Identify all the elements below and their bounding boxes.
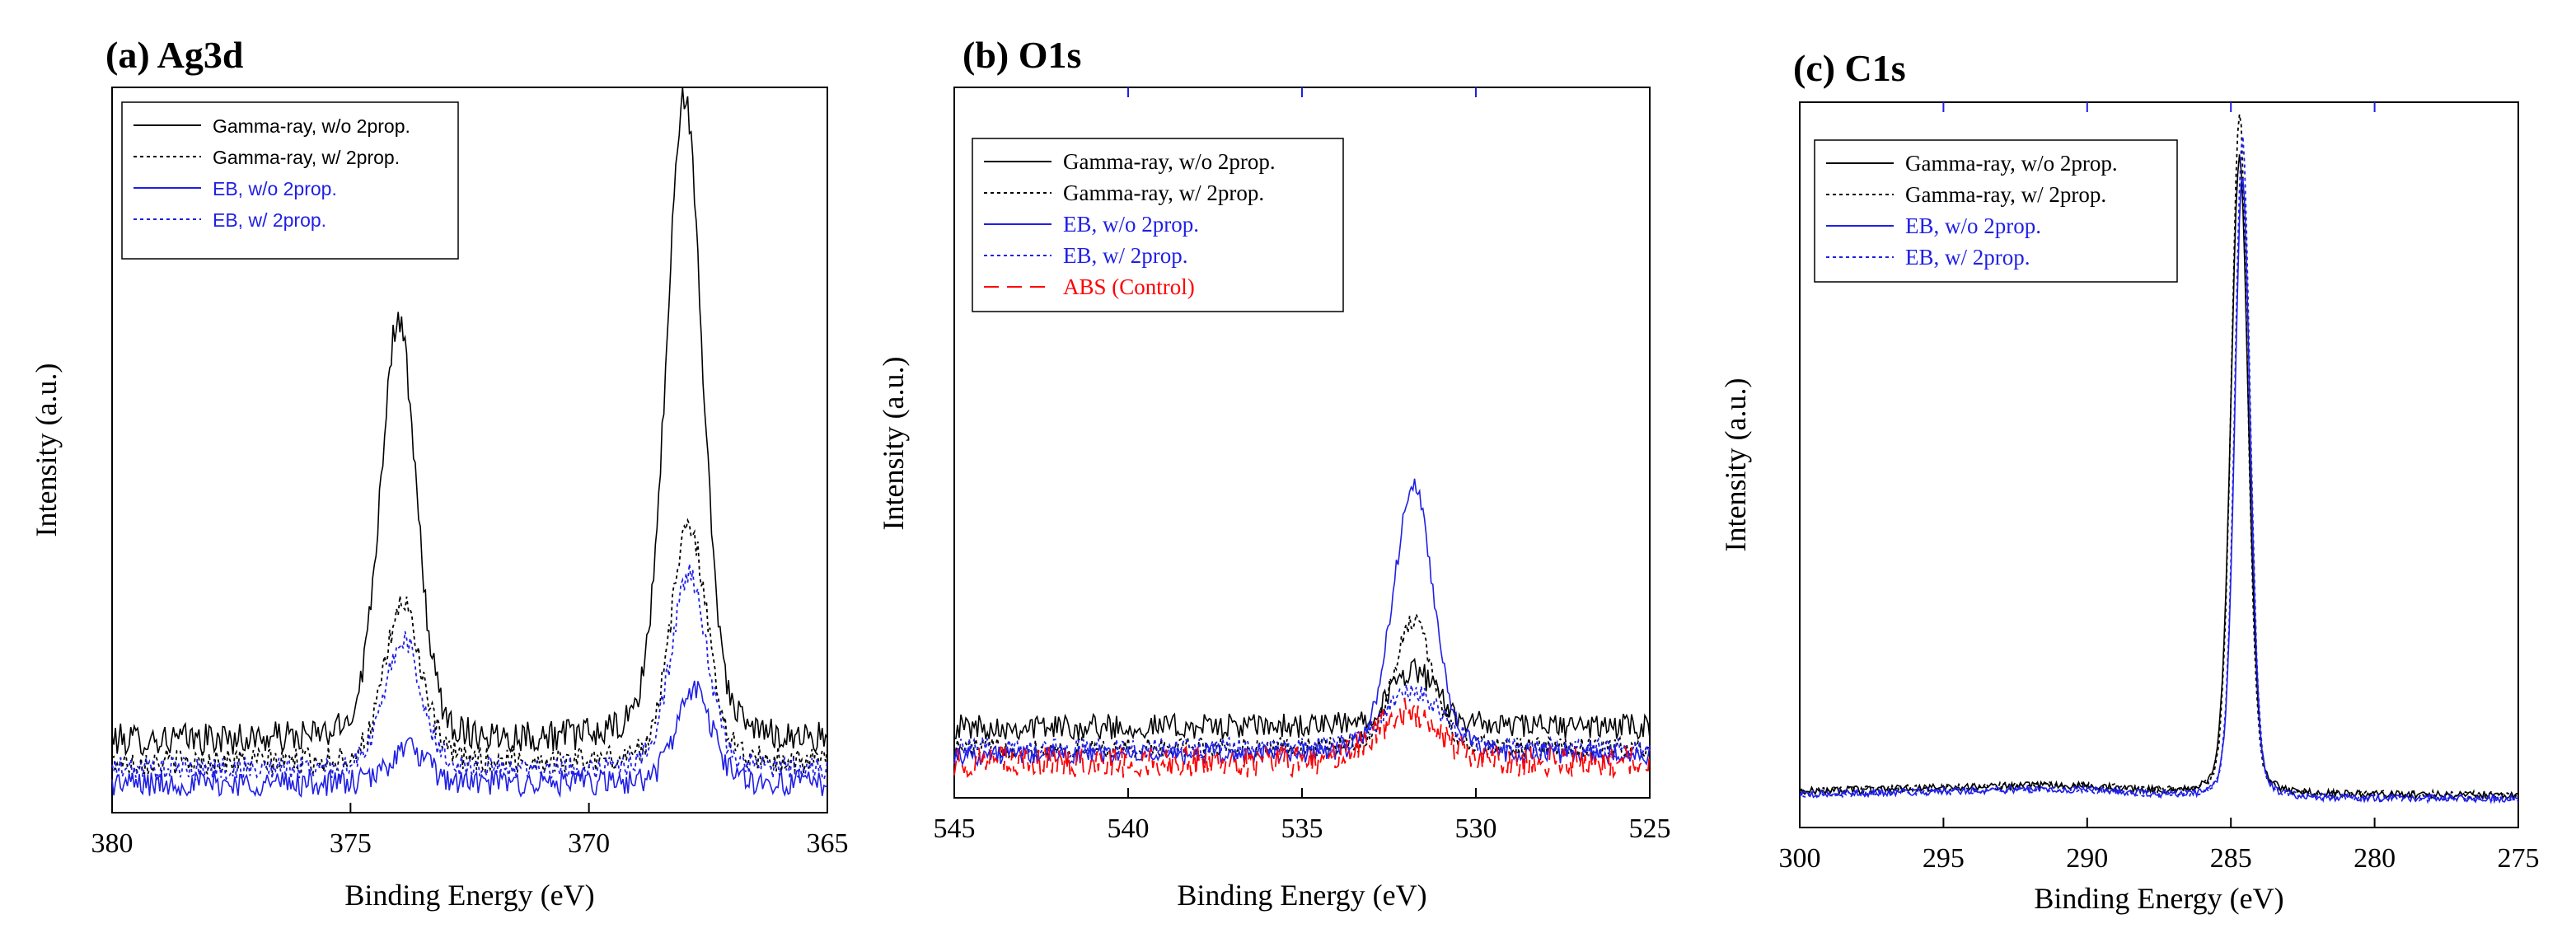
x-tick-label: 280 [2354,843,2396,874]
panel-a-ylabel: Intensity (a.u.) [30,363,63,537]
series-line-eb-w-o-2prop- [111,680,828,799]
panel-b-title: (b) O1s [962,34,1081,76]
panel-b-series [953,478,1651,780]
series-line-gamma-ray-w-o-2prop- [1799,154,2519,800]
panel-c-series [1799,114,2519,804]
panel-b-legend: Gamma-ray, w/o 2prop. Gamma-ray, w/ 2prop… [972,138,1344,312]
x-tick-label: 285 [2210,843,2252,874]
series-line-eb-w-2prop- [1799,136,2519,804]
x-tick-label: 300 [1779,843,1821,874]
series-line-eb-w-2prop- [111,564,828,782]
panel-c-legend: Gamma-ray, w/o 2prop. Gamma-ray, w/ 2prop… [1814,139,2178,283]
x-tick-label: 545 [934,813,976,844]
legend-label: EB, w/o 2prop. [1905,213,2041,238]
panel-c: (c) C1s 300 295 290 285 280 275 Intensity (a.… [1719,47,2540,915]
series-line-gamma-ray-w-2prop- [111,518,828,775]
series-line-eb-w-2prop- [953,684,1651,760]
panel-a-ticks: 380 375 370 365 [91,803,849,859]
panel-a-legend: Gamma-ray, w/o 2prop. Gamma-ray, w/ 2prop… [121,101,459,260]
series-line-gamma-ray-w-2prop- [953,613,1651,761]
panel-c-title: (c) C1s [1793,47,1906,89]
series-line-eb-w-o-2prop- [953,478,1651,767]
x-tick-label: 530 [1455,813,1497,844]
legend-label: Gamma-ray, w/o 2prop. [213,115,410,137]
panel-c-xlabel: Binding Energy (eV) [2034,882,2283,915]
panel-a: (a) Ag3d 380 375 370 365 Intensity (a.u.) B… [30,34,849,912]
panel-a-frame [111,87,828,813]
legend-label: Gamma-ray, w/o 2prop. [1905,151,2118,176]
panel-c-frame [1799,101,2519,828]
panel-b-ylabel: Intensity (a.u.) [877,357,910,531]
series-line-abs-control- [953,698,1651,780]
legend-label: ABS (Control) [1063,274,1195,299]
legend-box [121,101,459,260]
series-line-gamma-ray-w-o-2prop- [953,658,1651,741]
panel-a-series [111,87,828,799]
legend-label: EB, w/o 2prop. [213,178,337,199]
legend-label: EB, w/ 2prop. [1063,243,1188,268]
panel-b: (b) O1s 545 540 535 530 525 Intensity (a.u.)… [877,34,1671,912]
series-line-gamma-ray-w-o-2prop- [111,87,828,757]
panel-b-xlabel: Binding Energy (eV) [1177,879,1426,912]
x-tick-label: 375 [330,828,372,859]
x-tick-label: 380 [91,828,133,859]
x-tick-label: 525 [1629,813,1671,844]
panel-b-ticks: 545 540 535 530 525 [934,87,1671,844]
x-tick-label: 290 [2066,843,2108,874]
x-tick-label: 275 [2498,843,2540,874]
legend-label: EB, w/ 2prop. [213,209,326,231]
panel-a-title: (a) Ag3d [105,34,244,76]
x-tick-label: 365 [807,828,849,859]
legend-label: Gamma-ray, w/ 2prop. [213,147,400,168]
legend-label: Gamma-ray, w/ 2prop. [1905,182,2106,207]
x-tick-label: 295 [1923,843,1965,874]
legend-label: Gamma-ray, w/ 2prop. [1063,181,1264,205]
x-tick-label: 370 [568,828,610,859]
legend-label: EB, w/ 2prop. [1905,245,2030,270]
panel-c-ylabel: Intensity (a.u.) [1719,378,1752,552]
legend-label: Gamma-ray, w/o 2prop. [1063,149,1276,174]
panel-a-xlabel: Binding Energy (eV) [344,879,594,912]
legend-label: EB, w/o 2prop. [1063,212,1199,237]
panel-c-ticks: 300 295 290 285 280 275 [1779,102,2540,874]
x-tick-label: 540 [1108,813,1150,844]
x-tick-label: 535 [1281,813,1323,844]
